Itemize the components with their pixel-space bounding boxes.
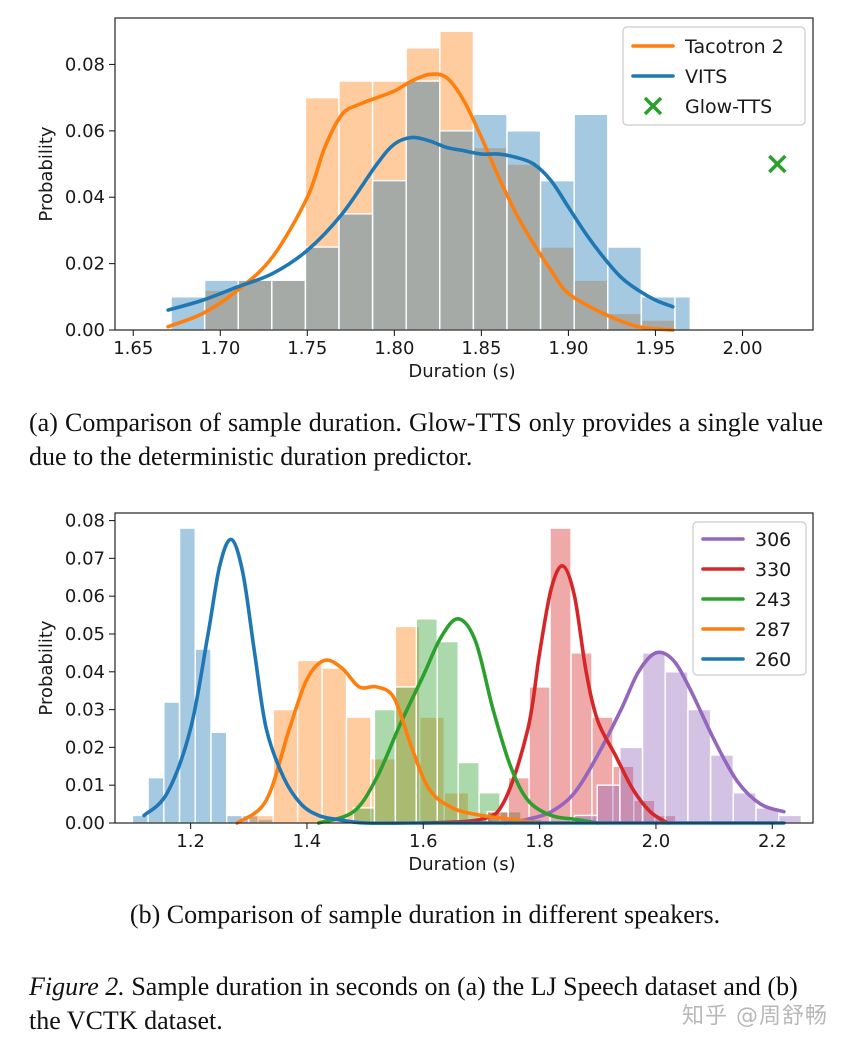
legend-label-a-vits: VITS [685,66,727,88]
legend-label-b-260: 260 [755,649,791,671]
y-axis-label-a: Probability [36,126,57,221]
legend-box-a [622,26,806,126]
kde-line-b-287 [235,658,542,825]
y-tick-label-b-8: 0.08 [65,511,105,532]
legend-label-b-243: 243 [755,589,791,611]
kde-line-b-243 [316,617,600,825]
hist-bar-a-extra-0 [674,296,691,331]
kde-line-b-330 [421,564,670,825]
kde-line-a-tacotron-2 [166,72,675,332]
watermark: 知乎 @周舒畅 [682,1004,828,1029]
hist-bar-b-260-3 [178,527,196,824]
plot-frame-b [114,512,814,824]
hist-bar-a-vits-9 [472,113,508,331]
hist-bar-b-243-1 [373,708,397,824]
x-tick-label-b-4: 2.0 [642,831,671,852]
hist-bar-b-306-4 [664,671,689,824]
caption-a: (a) Comparison of sample duration. Glow-… [29,408,823,471]
kde-line-b-306 [502,650,786,825]
x-tick-label-a-4: 1.85 [461,338,501,359]
y-tick-label-b-1: 0.01 [65,775,105,796]
y-tick-label-a-2: 0.04 [65,187,105,208]
x-tick-label-a-3: 1.80 [374,338,414,359]
figure-caption: Figure 2. Sample duration in seconds on … [29,970,829,1038]
y-axis-label-b: Probability [36,620,57,715]
y-tick-label-b-6: 0.06 [65,586,105,607]
x-tick-label-a-6: 1.95 [635,338,675,359]
legend-label-a-glow-tts: Glow-TTS [685,96,772,118]
hist-bar-a-vits-5 [338,213,374,331]
plot-frame-a [114,17,814,331]
legend-label-b-287: 287 [755,619,791,641]
hist-bar-a-vits-3 [271,279,307,331]
x-tick-label-b-2: 1.6 [409,831,438,852]
x-tick-label-a-7: 2.00 [722,338,762,359]
x-tick-label-b-3: 1.8 [525,831,554,852]
x-tick-label-a-5: 1.90 [548,338,588,359]
y-tick-label-b-7: 0.07 [65,548,105,569]
hist-bar-b-306-3 [641,652,666,824]
legend-label-b-330: 330 [755,559,791,581]
hist-bar-b-243-4 [436,640,459,824]
x-tick-label-b-0: 1.2 [176,831,205,852]
hist-bar-b-260-0 [131,814,149,824]
legend-label-a-tacotron-2: Tacotron 2 [684,36,784,58]
hist-bar-a-vits-7 [405,80,441,331]
legend-box-b [692,521,807,676]
figure-label: Figure 2. [29,972,125,1001]
hist-bar-b-287-3 [321,667,348,824]
chart-b: 1.2 1.4 1.6 1.8 2.0 2.2 0.00 0.01 0.02 0.03 0.04 0.… [36,511,814,875]
legend-marker-a-glow-tts [643,96,663,116]
hist-bar-b-306-6 [709,754,735,824]
y-tick-label-a-4: 0.08 [65,54,105,75]
y-tick-label-b-3: 0.03 [65,700,105,721]
chart-a: 1.65 1.70 1.75 1.80 1.85 1.90 1.95 2.00 0.00 0.02… [36,17,814,382]
x-tick-label-a-0: 1.65 [113,338,153,359]
figure-caption-text: Sample duration in seconds on (a) the LJ… [29,972,798,1035]
hist-bar-a-vits-6 [371,179,407,331]
y-tick-label-b-2: 0.02 [65,737,105,758]
x-tick-label-a-2: 1.75 [287,338,327,359]
legend-a: Tacotron 2 VITS Glow-TTS [622,26,806,126]
legend-b: 306 330 243 287 260 [692,521,807,676]
x-axis-label-a: Duration (s) [408,361,515,382]
kde-line-a-vits [166,135,675,312]
y-tick-label-b-5: 0.05 [65,624,105,645]
hist-bar-a-tacotron-2-12 [573,279,609,331]
marker-a-glow-tts [768,154,787,174]
legend-label-b-306: 306 [755,529,791,551]
hist-bar-b-260-4 [194,648,212,824]
hist-bar-a-vits-11 [539,179,575,331]
hist-bar-b-260-2 [163,701,181,824]
hist-bar-a-vits-4 [304,246,340,331]
x-axis-label-b: Duration (s) [408,854,515,875]
hist-bar-b-260-5 [210,731,228,824]
x-tick-label-a-1: 1.70 [200,338,240,359]
y-tick-label-b-4: 0.04 [65,662,105,683]
caption-b: (b) Comparison of sample duration in dif… [129,900,721,929]
x-tick-label-b-1: 1.4 [293,831,322,852]
y-tick-label-a-0: 0.00 [65,320,105,341]
hist-bar-a-vits-8 [439,130,475,331]
hist-bar-b-306-1 [596,784,621,824]
x-tick-label-b-5: 2.2 [758,831,787,852]
y-tick-label-b-0: 0.00 [65,813,105,834]
hist-bar-b-287-2 [296,659,323,824]
y-tick-label-a-1: 0.02 [65,254,105,275]
y-tick-label-a-3: 0.06 [65,121,105,142]
